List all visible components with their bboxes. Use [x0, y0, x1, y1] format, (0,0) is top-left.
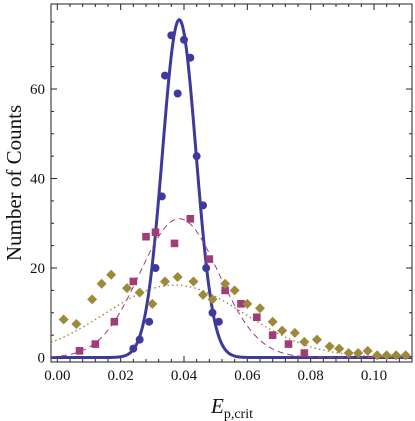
- data-point-square: [91, 340, 100, 348]
- x-axis-title: Ep,crit: [210, 394, 253, 421]
- data-point-diamond: [58, 314, 69, 325]
- x-tick-label: 0.08: [298, 368, 324, 384]
- data-point-diamond: [147, 298, 158, 309]
- data-point-diamond: [381, 350, 392, 361]
- axis-ticks: [51, 4, 413, 362]
- y-tick-label: 0: [38, 351, 46, 367]
- data-point-circle: [192, 152, 201, 161]
- data-point-circle: [208, 308, 217, 317]
- data-point-square: [237, 300, 245, 308]
- data-point-diamond: [353, 348, 364, 359]
- data-point-square: [129, 277, 138, 286]
- fit-curve-solid: [51, 17, 412, 360]
- data-point-diamond: [267, 316, 278, 327]
- data-point-diamond: [362, 345, 373, 356]
- data-point-diamond: [122, 283, 132, 294]
- data-point-diamond: [400, 350, 411, 361]
- data-point-square: [284, 340, 293, 348]
- data-point-square: [142, 232, 150, 241]
- data-point-diamond: [87, 294, 98, 305]
- y-axis-title: Number of Counts: [2, 105, 26, 261]
- data-point-diamond: [172, 271, 183, 282]
- y-tick-label: 20: [30, 261, 45, 277]
- data-point-square: [205, 255, 214, 263]
- axis-tick-labels: 0.00 0.02 0.04 0.06 0.08 0.10 0 20 40 60: [30, 82, 387, 384]
- data-point-square: [268, 331, 277, 339]
- data-point-diamond: [188, 276, 199, 287]
- data-point-square: [110, 317, 119, 326]
- data-point-diamond: [207, 294, 218, 305]
- data-point-diamond: [134, 287, 145, 298]
- data-point-diamond: [289, 327, 300, 338]
- x-axis-title-main: E: [210, 394, 224, 418]
- data-point-diamond: [312, 334, 322, 345]
- x-tick-label: 0.02: [108, 368, 134, 384]
- data-point-diamond: [343, 348, 354, 359]
- data-points: [58, 31, 411, 361]
- data-point-square: [170, 239, 179, 248]
- y-tick-label: 60: [30, 82, 45, 98]
- data-point-square: [75, 347, 84, 355]
- data-point-circle: [173, 89, 182, 98]
- data-point-square: [221, 286, 229, 295]
- data-point-circle: [180, 35, 188, 44]
- data-point-diamond: [277, 325, 288, 336]
- data-point-circle: [167, 31, 176, 40]
- data-point-circle: [186, 53, 195, 62]
- data-point-circle: [202, 264, 211, 273]
- data-point-diamond: [71, 318, 82, 329]
- x-tick-label: 0.06: [234, 368, 261, 384]
- x-tick-label: 0.00: [44, 368, 70, 384]
- data-point-diamond: [391, 350, 402, 361]
- x-tick-label: 0.10: [361, 368, 387, 384]
- data-point-circle: [145, 317, 154, 326]
- data-point-circle: [135, 335, 144, 344]
- fit-curves: [51, 17, 412, 360]
- x-axis-title-subscript: p,crit: [224, 407, 253, 421]
- data-point-diamond: [198, 289, 208, 300]
- data-point-square: [151, 228, 160, 237]
- data-point-diamond: [106, 269, 117, 280]
- data-point-circle: [214, 317, 223, 326]
- plot-frame: [50, 3, 413, 363]
- data-point-diamond: [255, 303, 265, 314]
- data-point-diamond: [242, 298, 253, 309]
- data-point-square: [300, 349, 309, 357]
- data-point-square: [253, 313, 261, 322]
- data-point-square: [186, 215, 195, 223]
- data-point-circle: [157, 192, 166, 201]
- data-point-circle: [129, 344, 138, 353]
- data-point-diamond: [372, 350, 383, 361]
- fit-curve-dotted: [51, 284, 412, 359]
- data-point-diamond: [96, 278, 107, 289]
- data-point-diamond: [220, 278, 231, 289]
- data-point-circle: [199, 201, 207, 210]
- y-tick-label: 40: [30, 172, 45, 188]
- data-point-diamond: [299, 336, 310, 347]
- data-point-circle: [151, 264, 160, 273]
- data-point-diamond: [229, 285, 240, 296]
- data-point-diamond: [324, 341, 335, 352]
- data-point-circle: [161, 71, 169, 80]
- data-point-diamond: [160, 276, 170, 287]
- fit-curve-dashed: [51, 218, 412, 359]
- data-point-diamond: [334, 343, 345, 354]
- x-tick-label: 0.04: [171, 368, 198, 384]
